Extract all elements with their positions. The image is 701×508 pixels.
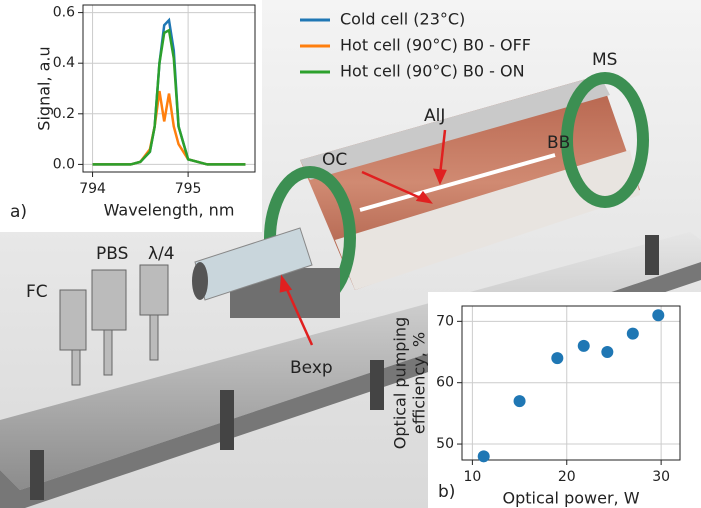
y-tick-label: 70 <box>436 313 454 329</box>
panel-a-bg <box>0 0 262 232</box>
plot-frame <box>82 4 256 173</box>
y-tick-label: 0.6 <box>53 5 75 21</box>
plot-frame <box>461 305 681 461</box>
legend-label: Hot cell (90°C) B0 - ON <box>340 62 525 81</box>
legend-label: Cold cell (23°C) <box>340 10 465 29</box>
point <box>477 450 490 463</box>
point <box>601 346 614 359</box>
x-axis-label: Optical power, W <box>502 489 639 508</box>
x-tick-label: 10 <box>463 469 481 485</box>
panel-label: a) <box>10 202 27 222</box>
x-tick-label: 20 <box>558 469 576 485</box>
x-axis-label: Wavelength, nm <box>104 201 235 220</box>
x-tick-label: 794 <box>79 181 106 197</box>
panel-b-bg <box>428 292 701 508</box>
label-bb: BB <box>547 133 570 153</box>
series-line <box>92 28 246 166</box>
point <box>513 395 526 408</box>
y-tick-label: 0.0 <box>53 156 75 172</box>
label-alj: AlJ <box>424 106 445 126</box>
annotation-arrows <box>279 129 447 346</box>
label-pbs: PBS <box>96 244 128 264</box>
point <box>551 352 564 365</box>
y-axis-label: efficiency, % <box>410 332 429 434</box>
charts: 794 795 0.0 0.2 0.4 0.6 Wavelength, nm Signal, … <box>10 4 681 508</box>
label-ms: MS <box>592 50 617 70</box>
y-tick-label: 0.4 <box>53 55 75 71</box>
panel-label: b) <box>438 482 455 502</box>
y-tick-label: 50 <box>436 436 454 452</box>
y-axis-label: Signal, a.u <box>35 46 54 130</box>
render-labels: FC PBS λ/4 Bexp OC AlJ BB MS <box>26 50 617 378</box>
y-axis-label: Optical pumping <box>391 317 410 449</box>
legend-label: Hot cell (90°C) B0 - OFF <box>340 36 531 55</box>
y-tick-label: 60 <box>436 375 454 391</box>
point <box>652 309 665 322</box>
label-fc: FC <box>26 282 48 302</box>
point <box>577 339 590 352</box>
label-oc: OC <box>322 150 347 170</box>
label-bexp: Bexp <box>290 358 333 378</box>
point <box>626 327 639 340</box>
x-tick-label: 795 <box>175 181 202 197</box>
label-qwp: λ/4 <box>148 244 175 264</box>
x-tick-label: 30 <box>652 469 670 485</box>
y-tick-label: 0.2 <box>53 106 75 122</box>
